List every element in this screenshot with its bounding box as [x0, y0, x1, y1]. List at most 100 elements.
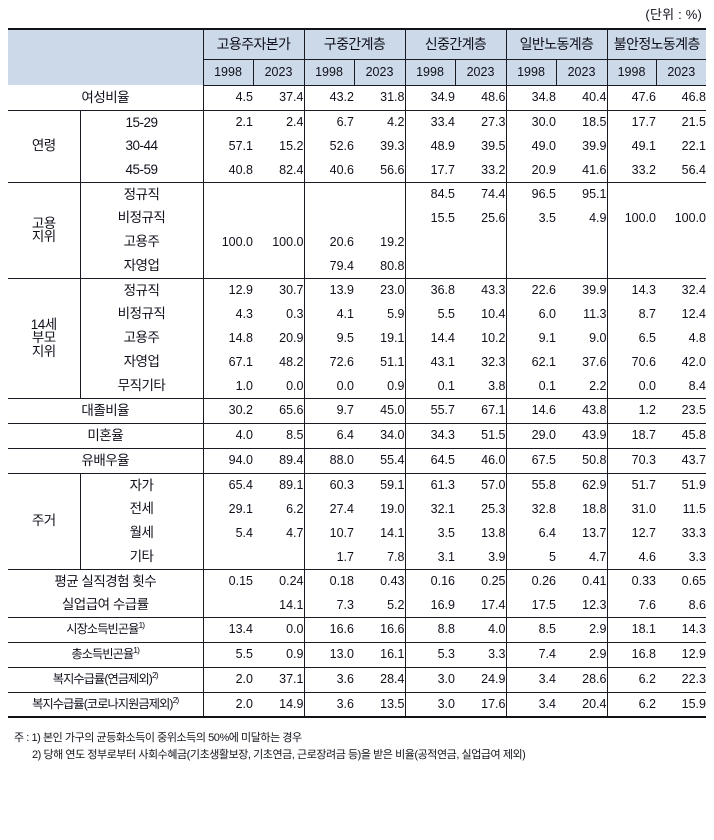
data-cell: 4.2 — [354, 110, 406, 134]
data-cell: 30.0 — [531, 115, 556, 129]
data-cell: 20.6 — [329, 234, 354, 249]
data-cell: 9.0 — [556, 326, 608, 350]
header-year-6: 1998 — [506, 58, 556, 86]
data-cell: 32.3 — [455, 350, 507, 374]
data-cell: 16.8 — [607, 642, 656, 668]
data-cell: 40.4 — [556, 85, 608, 111]
header-year-3: 2023 — [353, 58, 406, 86]
data-cell: 13.9 — [329, 283, 354, 297]
data-cell: 0.0 — [253, 374, 305, 399]
data-cell: 0.0 — [607, 374, 656, 399]
row-label: 복지수급률(코로나지원금제외)2) — [8, 692, 204, 718]
data-cell: 19.2 — [354, 230, 406, 254]
header-group-4: 불안정노동계층 — [607, 28, 706, 59]
table-row: 전세 29.1 6.2 27.4 19.0 32.1 25.3 32.8 18.8 31.0 11.… — [8, 497, 706, 521]
row-label: 정규직 — [80, 278, 204, 302]
data-cell: 96.5 — [531, 187, 556, 201]
row-label: 정규직 — [80, 182, 204, 206]
data-cell: 8.5 — [253, 423, 305, 449]
data-cell — [455, 230, 507, 254]
table-row: 비정규직 15.5 25.6 3.5 4.9 100.0 100.0 — [8, 206, 706, 230]
data-cell: 2.1 — [235, 115, 253, 129]
data-cell: 27.4 — [329, 501, 354, 516]
data-cell: 12.3 — [556, 593, 608, 618]
data-cell — [203, 254, 253, 279]
row-group-label: 주거 — [8, 473, 81, 570]
table-row: 고용주 14.8 20.9 9.5 19.1 14.4 10.2 9.1 9.0 6.5 4.8 — [8, 326, 706, 350]
footnotes: 주 : 1) 본인 가구의 균등화소득이 중위소득의 50%에 미달하는 경우 … — [8, 730, 706, 764]
data-cell: 9.1 — [538, 330, 556, 345]
data-cell: 0.25 — [455, 569, 507, 593]
data-cell: 3.1 — [405, 545, 455, 570]
data-cell: 3.9 — [455, 545, 507, 570]
table-header: 고용주자본가 구중간계층 신중간계층 일반노동계층 불안정노동계층 1998 2… — [8, 28, 706, 86]
data-cell: 28.6 — [556, 667, 608, 693]
data-cell: 12.9 — [228, 283, 253, 297]
data-cell: 30.2 — [203, 398, 253, 424]
table-row: 비정규직 4.3 0.3 4.1 5.9 5.5 10.4 6.0 11.3 8.7 12.4 — [8, 302, 706, 326]
table-row: 평균 실직경험 횟수 0.15 0.24 0.18 0.43 0.16 0.25 0.26 0.… — [8, 569, 706, 593]
table-row: 기타 1.7 7.8 3.1 3.9 5 4.7 4.6 3.3 — [8, 545, 706, 570]
data-cell: 36.8 — [430, 283, 455, 297]
data-cell: 31.0 — [631, 501, 656, 516]
data-cell: 0.0 — [253, 617, 305, 643]
data-cell: 40.6 — [304, 158, 354, 183]
data-cell: 43.3 — [455, 278, 507, 302]
data-cell: 45.8 — [656, 423, 706, 449]
data-cell: 14.1 — [354, 521, 406, 545]
data-cell: 40.8 — [203, 158, 253, 183]
data-cell: 2.9 — [556, 642, 608, 668]
data-cell: 12.4 — [681, 306, 706, 321]
data-cell: 5.3 — [405, 642, 455, 668]
data-cell: 50.8 — [556, 448, 608, 474]
data-cell: 70.6 — [631, 354, 656, 369]
data-cell: 25.3 — [455, 497, 507, 521]
data-cell: 18.5 — [556, 110, 608, 134]
data-cell: 95.1 — [556, 182, 608, 206]
data-cell: 22.1 — [681, 138, 706, 153]
data-cell: 4.8 — [688, 330, 706, 345]
data-cell: 11.3 — [556, 302, 608, 326]
table-row: 월세 5.4 4.7 10.7 14.1 3.5 13.8 6.4 13.7 12.7 33.3 — [8, 521, 706, 545]
data-cell: 48.9 — [430, 138, 455, 153]
data-cell — [354, 206, 406, 230]
data-cell: 29.1 — [228, 501, 253, 516]
data-cell — [203, 206, 253, 230]
data-cell: 4.6 — [607, 545, 656, 570]
row-label: 자영업 — [80, 350, 204, 374]
data-cell: 33.4 — [430, 115, 455, 129]
data-cell: 3.3 — [455, 642, 507, 668]
data-cell: 23.0 — [354, 278, 406, 302]
header-year-row: 1998 2023 1998 2023 1998 2023 1998 2023 … — [8, 58, 706, 86]
header-group-1: 구중간계층 — [304, 28, 406, 59]
data-cell: 51.5 — [455, 423, 507, 449]
data-cell: 60.3 — [329, 478, 354, 492]
table-row: 45-59 40.8 82.4 40.6 56.6 17.7 33.2 20.9 41.6 33.… — [8, 158, 706, 183]
data-cell: 9.7 — [304, 398, 354, 424]
row-label: 15-29 — [80, 110, 204, 134]
data-cell: 49.0 — [531, 138, 556, 153]
data-cell: 56.6 — [354, 158, 406, 183]
data-cell: 61.3 — [430, 478, 455, 492]
data-cell: 46.0 — [455, 448, 507, 474]
data-cell: 5.9 — [354, 302, 406, 326]
data-cell: 8.8 — [405, 617, 455, 643]
data-cell: 37.1 — [253, 667, 305, 693]
data-cell — [506, 254, 556, 279]
data-cell: 8.4 — [656, 374, 706, 399]
data-cell: 4.1 — [336, 306, 354, 321]
header-year-7: 2023 — [555, 58, 608, 86]
data-cell: 3.3 — [656, 545, 706, 570]
data-cell: 80.8 — [354, 254, 406, 279]
data-cell: 47.6 — [607, 85, 656, 111]
data-cell: 7.6 — [607, 593, 656, 618]
row-group-label: 고용 지위 — [8, 182, 81, 279]
data-cell — [607, 230, 656, 254]
data-cell: 3.5 — [437, 525, 455, 540]
data-cell: 6.2 — [253, 497, 305, 521]
row-label: 30-44 — [80, 134, 204, 158]
data-cell: 48.6 — [455, 85, 507, 111]
data-cell — [455, 254, 507, 279]
data-cell: 67.1 — [228, 354, 253, 369]
data-cell: 13.4 — [203, 617, 253, 643]
